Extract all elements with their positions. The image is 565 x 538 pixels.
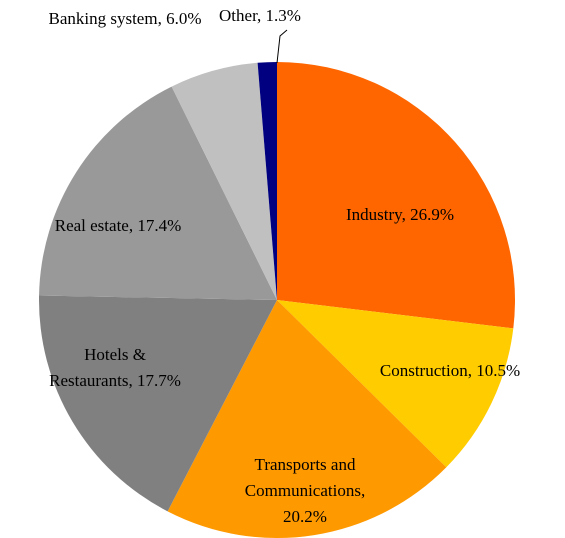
pie-slice: [39, 86, 277, 301]
slice-label-line: 20.2%: [283, 507, 327, 526]
slice-label: Hotels & Restaurants, 17.7%: [49, 345, 181, 390]
slice-label: Transports and Communications, 20.2%: [245, 455, 365, 526]
slice-label-line: Other, 1.3%: [219, 6, 301, 25]
leader-line: [276, 29, 288, 64]
slice-label-line: Communications,: [245, 481, 365, 500]
slice-label-line: Banking system, 6.0%: [49, 9, 202, 28]
pie-slice: [257, 62, 277, 300]
pie-slice: [277, 62, 515, 329]
slice-label-line: Restaurants, 17.7%: [49, 371, 181, 390]
slice-label: Industry, 26.9%: [346, 205, 454, 224]
slice-label: Real estate, 17.4%: [55, 216, 182, 235]
pie-slice: [277, 300, 514, 468]
slice-label-line: Hotels &: [84, 345, 146, 364]
slice-label-line: Real estate, 17.4%: [55, 216, 182, 235]
slice-label: Construction, 10.5%: [380, 361, 520, 380]
slice-label-line: Industry, 26.9%: [346, 205, 454, 224]
slice-label-line: Construction, 10.5%: [380, 361, 520, 380]
pie-slice: [167, 300, 447, 538]
slice-label-line: Transports and: [255, 455, 356, 474]
slice-label: Banking system, 6.0%: [49, 9, 202, 28]
slice-label: Other, 1.3%: [219, 6, 301, 25]
pie-slice: [171, 62, 277, 300]
pie-slice: [39, 295, 277, 512]
